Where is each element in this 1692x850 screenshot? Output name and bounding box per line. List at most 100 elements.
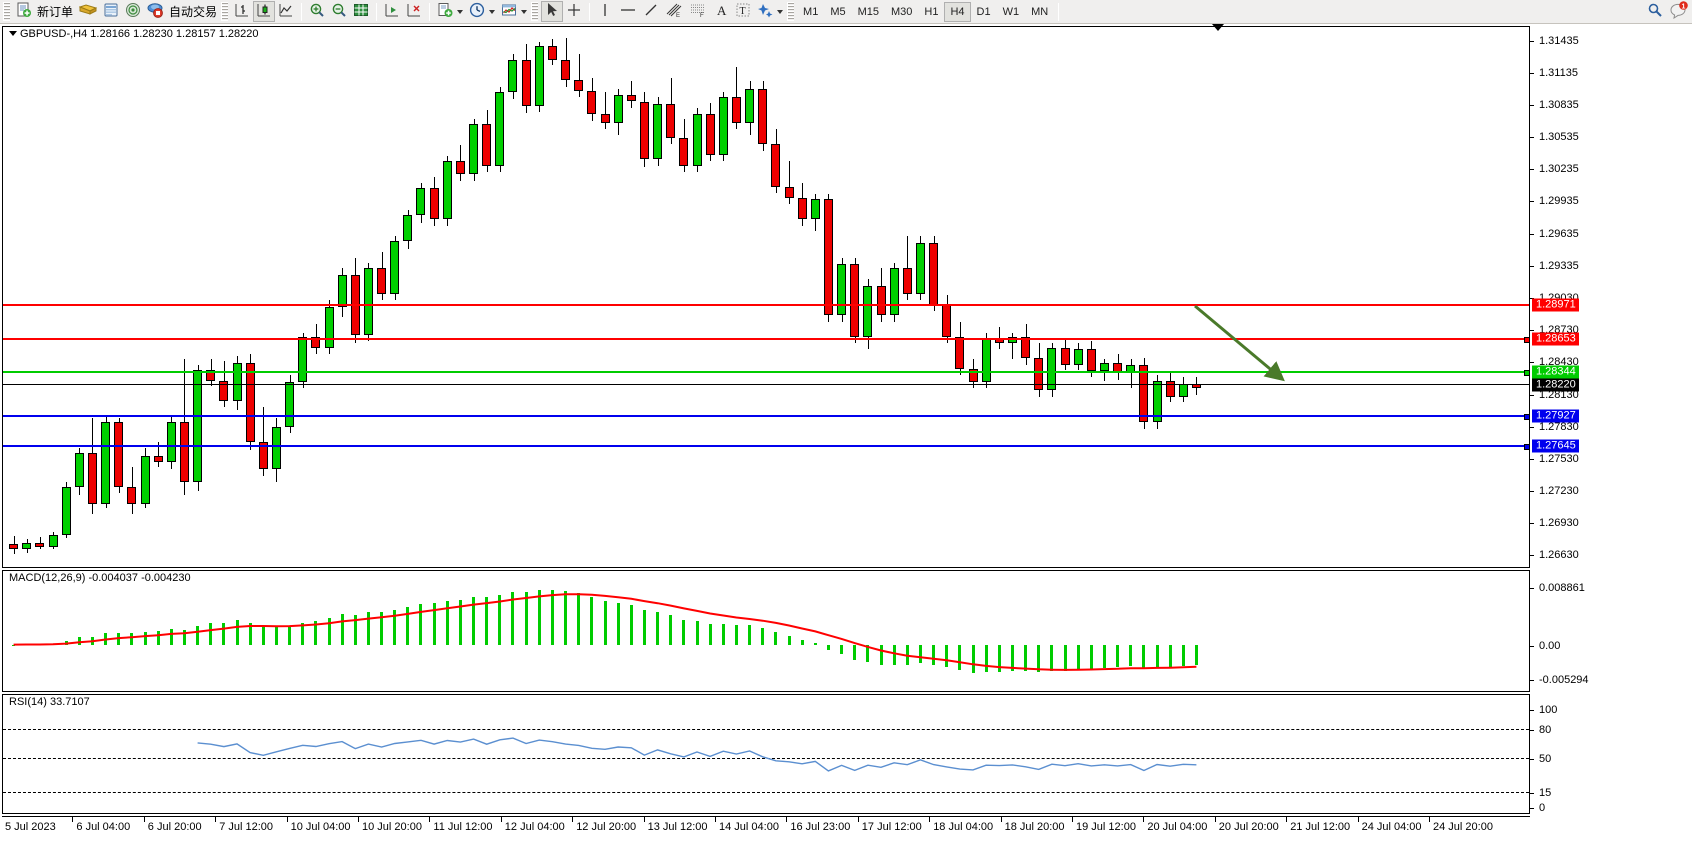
time-axis-tick: 24 Jul 04:00 [1357, 817, 1422, 833]
hline-target-upper[interactable] [3, 414, 1529, 421]
price-badge-support-upper[interactable]: 1.28344 [1532, 365, 1579, 379]
text-label-tool-button[interactable]: T [732, 1, 754, 22]
templates-caret-icon[interactable] [457, 9, 464, 14]
macd-histogram-bar [459, 599, 462, 645]
hline-handle[interactable] [1524, 444, 1529, 451]
crosshair-tool-button[interactable] [563, 1, 585, 22]
indicators-caret-icon[interactable] [521, 9, 528, 14]
candlestick-chart-button[interactable] [253, 1, 276, 22]
timeframe-h1[interactable]: H1 [918, 2, 944, 22]
time-axis-tick: 16 Jul 23:00 [786, 817, 851, 833]
time-axis-tick: 12 Jul 04:00 [500, 817, 565, 833]
line-chart-button[interactable] [275, 1, 297, 22]
zoom-in-button[interactable] [306, 1, 328, 22]
timeframe-m1[interactable]: M1 [797, 2, 824, 22]
macd-histogram-bar [433, 603, 436, 645]
hline-handle[interactable] [1524, 336, 1529, 343]
channel-icon: E [665, 2, 683, 21]
toolbar-grip-2[interactable] [221, 2, 229, 21]
auto-trading-button[interactable]: 自动交易 [144, 1, 220, 22]
arrows-caret-icon[interactable] [777, 9, 784, 14]
macd-pane[interactable]: MACD(12,26,9) -0.004037 -0.004230 [2, 570, 1530, 692]
price-axis-tick: 1.26930 [1530, 517, 1579, 529]
price-axis[interactable]: 1.31435 1.31135 1.30835 1.30535 1.30235 1.299… [1530, 26, 1692, 568]
zoom-out-button[interactable] [328, 1, 350, 22]
chart-symbol-header[interactable]: GBPUSD-,H4 1.28166 1.28230 1.28157 1.282… [7, 28, 261, 40]
text-tool-button[interactable]: A [710, 1, 732, 22]
macd-histogram-bar [590, 596, 593, 645]
equidistant-channel-tool-button[interactable]: E [662, 1, 686, 22]
macd-histogram-bar [998, 644, 1001, 672]
hline-handle[interactable] [1524, 369, 1529, 376]
navigator-button[interactable] [122, 1, 144, 22]
hline-handle[interactable] [1524, 414, 1529, 421]
trendline-tool-button[interactable] [640, 1, 662, 22]
price-badge-target-lower[interactable]: 1.27645 [1532, 439, 1579, 453]
new-order-button[interactable]: 新订单 [13, 1, 76, 22]
timeframe-m5[interactable]: M5 [824, 2, 851, 22]
vertical-line-tool-button[interactable] [594, 1, 616, 22]
bar-chart-button[interactable] [231, 1, 253, 22]
timeframe-m15[interactable]: M15 [852, 2, 885, 22]
downtrend-arrow-annotation[interactable] [1183, 297, 1293, 387]
horizontal-line-tool-button[interactable] [616, 1, 640, 22]
price-badge-current-price[interactable]: 1.28220 [1532, 378, 1579, 392]
timeframe-m1-label: M1 [803, 5, 819, 18]
timeframe-mn[interactable]: MN [1025, 2, 1054, 22]
notifications-button[interactable]: 1 [1666, 1, 1692, 22]
zoom-out-icon [331, 2, 347, 21]
candle-body [824, 198, 833, 316]
timeframe-h4[interactable]: H4 [944, 1, 971, 22]
macd-histogram-bar [893, 644, 896, 665]
rsi-axis[interactable]: 100 80 50 15 0 [1530, 694, 1692, 814]
timeframe-w1[interactable]: W1 [997, 2, 1026, 22]
price-badge-resistance-upper[interactable]: 1.28971 [1532, 298, 1579, 312]
price-pane[interactable]: GBPUSD-,H4 1.28166 1.28230 1.28157 1.282… [2, 26, 1530, 568]
macd-histogram-bar [1142, 644, 1145, 668]
candle-wick [263, 407, 264, 476]
arrows-shapes-icon [757, 2, 773, 21]
market-watch-button[interactable] [76, 1, 100, 22]
candle-body [338, 274, 347, 307]
timeframe-d1[interactable]: D1 [971, 2, 997, 22]
indicators-button[interactable] [498, 1, 530, 22]
candle-body [863, 285, 872, 337]
toolbar-grip-4[interactable] [787, 2, 795, 21]
toolbar-grip-1[interactable] [3, 2, 10, 21]
data-window-button[interactable] [100, 1, 122, 22]
period-button[interactable] [466, 1, 498, 22]
macd-axis-tick: 0.008861 [1530, 582, 1585, 594]
arrows-tool-button[interactable] [754, 1, 786, 22]
fibonacci-tool-button[interactable]: F [686, 1, 710, 22]
period-caret-icon[interactable] [489, 9, 496, 14]
timeframe-m30[interactable]: M30 [885, 2, 918, 22]
svg-text:F: F [700, 13, 704, 18]
candle-body [969, 368, 978, 382]
templates-button[interactable] [434, 1, 466, 22]
rsi-pane[interactable]: RSI(14) 33.7107 [2, 694, 1530, 814]
hline-resistance-upper[interactable] [3, 303, 1529, 306]
price-badge-resistance-lower[interactable]: 1.28653 [1532, 332, 1579, 346]
toolbar-grip-3[interactable] [531, 2, 539, 21]
cursor-tool-button[interactable] [541, 1, 564, 22]
candle-body [522, 59, 531, 106]
template-add-icon [437, 2, 453, 21]
collapse-triangle-icon[interactable] [9, 31, 17, 36]
rsi-axis-tick: 100 [1530, 704, 1557, 716]
time-axis-tick: 11 Jul 12:00 [429, 817, 493, 833]
time-axis[interactable]: 5 Jul 2023 6 Jul 04:00 6 Jul 20:00 7 Jul 12… [2, 816, 1530, 848]
macd-histogram-bar [1064, 644, 1067, 671]
grid-button[interactable] [350, 1, 372, 22]
hline-target-lower[interactable] [3, 444, 1529, 451]
search-icon [1647, 2, 1663, 21]
hline-current-price[interactable] [3, 383, 1529, 385]
chart-shift-button[interactable] [403, 1, 425, 22]
hline-support-upper[interactable] [3, 369, 1529, 376]
auto-scroll-button[interactable] [381, 1, 403, 22]
time-axis-tick: 21 Jul 12:00 [1286, 817, 1351, 833]
macd-axis[interactable]: 0.008861 0.00 -0.005294 [1530, 570, 1692, 692]
macd-histogram-bar [604, 600, 607, 645]
price-badge-target-upper[interactable]: 1.27927 [1532, 409, 1579, 423]
search-button[interactable] [1644, 1, 1666, 22]
hline-resistance-lower[interactable] [3, 336, 1529, 343]
